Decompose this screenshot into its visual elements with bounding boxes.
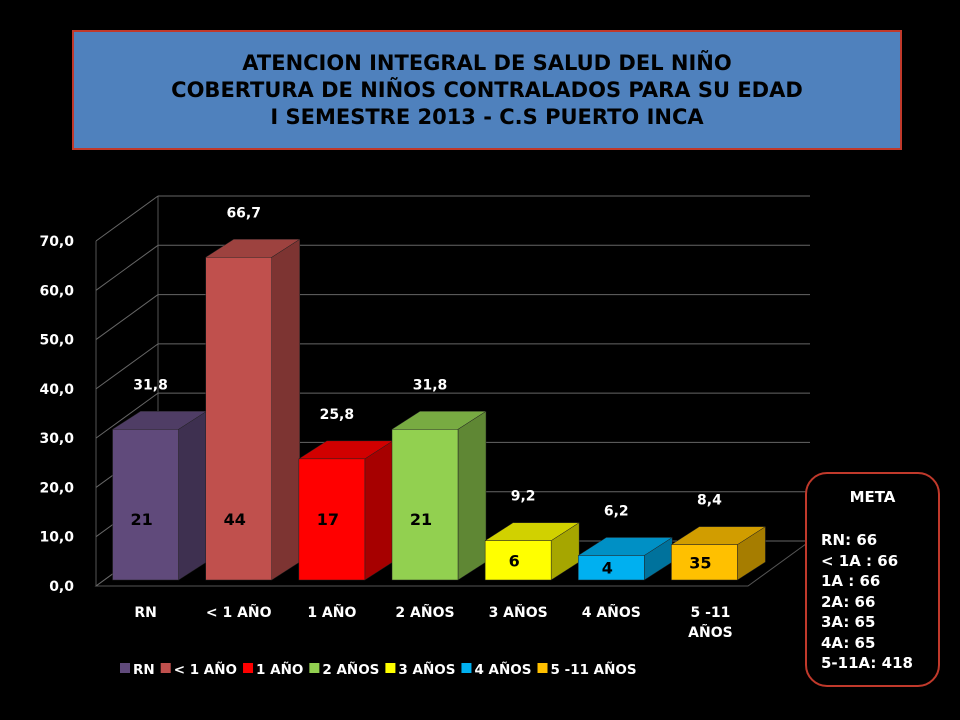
legend-label: 5 -11 AÑOS bbox=[551, 661, 637, 678]
title-line-2: COBERTURA DE NIÑOS CONTRALADOS PARA SU E… bbox=[171, 77, 803, 102]
bar bbox=[671, 544, 738, 581]
x-tick-label: 2 AÑOS bbox=[395, 604, 454, 621]
legend-label: < 1 AÑO bbox=[174, 661, 237, 678]
legend-label: 1 AÑO bbox=[256, 661, 303, 678]
y-tick-label: 10,0 bbox=[39, 530, 74, 546]
x-tick-label: RN bbox=[134, 605, 157, 621]
legend-swatch bbox=[385, 663, 396, 673]
x-tick-label: 1 AÑO bbox=[307, 604, 356, 621]
bar bbox=[391, 429, 459, 581]
bar bbox=[112, 429, 179, 581]
legend-swatch bbox=[160, 663, 171, 673]
count-label: 4 bbox=[602, 559, 613, 578]
title-line-3: I SEMESTRE 2013 - C.S PUERTO INCA bbox=[270, 104, 704, 129]
x-tick-label: 5 -11 bbox=[690, 605, 730, 621]
legend-swatch bbox=[243, 663, 254, 673]
bar-side bbox=[364, 440, 394, 581]
gridline-side bbox=[95, 343, 159, 390]
meta-item: 1A : 66 bbox=[821, 572, 881, 590]
legend-swatch bbox=[120, 663, 130, 673]
bar-side bbox=[178, 410, 207, 581]
meta-title: META bbox=[849, 488, 896, 506]
legend-swatch bbox=[461, 663, 472, 673]
meta-item: RN: 66 bbox=[821, 531, 878, 549]
data-label: 66,7 bbox=[226, 205, 261, 221]
meta-item: < 1A : 66 bbox=[821, 551, 899, 570]
count-label: 44 bbox=[224, 510, 246, 529]
count-label: 21 bbox=[410, 510, 432, 529]
data-label: 9,2 bbox=[511, 489, 536, 505]
y-tick-label: 40,0 bbox=[39, 382, 74, 398]
y-tick-label: 30,0 bbox=[39, 431, 74, 447]
gridline-side bbox=[95, 294, 159, 340]
meta-item: 3A: 65 bbox=[821, 613, 876, 631]
legend-label: 4 AÑOS bbox=[474, 661, 531, 678]
count-label: 35 bbox=[689, 553, 711, 572]
data-label: 8,4 bbox=[697, 493, 722, 509]
legend-label: 3 AÑOS bbox=[398, 661, 455, 678]
meta-box: META RN: 66 < 1A : 66 1A : 66 2A: 66 3A:… bbox=[805, 472, 940, 687]
meta-item: 5-11A: 418 bbox=[821, 654, 913, 672]
bar bbox=[578, 555, 645, 581]
title-line-1: ATENCION INTEGRAL DE SALUD DEL NIÑO bbox=[242, 50, 732, 75]
meta-item: 2A: 66 bbox=[821, 592, 876, 611]
x-tick-label: 3 AÑOS bbox=[489, 604, 548, 621]
y-tick-label: 70,0 bbox=[39, 234, 74, 250]
count-label: 21 bbox=[130, 510, 152, 529]
bar bbox=[484, 540, 552, 581]
x-tick-label: 4 AÑOS bbox=[582, 604, 641, 621]
gridline-side bbox=[95, 195, 159, 242]
gridline-side bbox=[95, 244, 159, 291]
meta-list: RN: 66 < 1A : 66 1A : 66 2A: 66 3A: 65 4… bbox=[821, 530, 913, 674]
data-label: 25,8 bbox=[320, 407, 355, 423]
y-tick-label: 50,0 bbox=[39, 333, 74, 349]
count-label: 6 bbox=[509, 551, 520, 570]
bar-side bbox=[457, 410, 487, 581]
legend-label: 2 AÑOS bbox=[322, 661, 379, 678]
data-label: 31,8 bbox=[413, 377, 448, 393]
data-label: 6,2 bbox=[604, 503, 629, 519]
data-label: 31,8 bbox=[133, 377, 168, 393]
x-tick-label: AÑOS bbox=[688, 624, 733, 641]
meta-item: 4A: 65 bbox=[821, 633, 876, 652]
gridline-side bbox=[95, 392, 159, 439]
count-label: 17 bbox=[317, 510, 339, 529]
y-tick-label: 20,0 bbox=[39, 480, 74, 496]
legend-label: RN bbox=[133, 662, 155, 678]
bar-side bbox=[271, 238, 300, 581]
chart-title-box: ATENCION INTEGRAL DE SALUD DEL NIÑO COBE… bbox=[72, 30, 902, 150]
bar bbox=[298, 458, 366, 581]
legend-swatch bbox=[537, 663, 548, 673]
y-tick-label: 60,0 bbox=[39, 283, 74, 299]
legend-swatch bbox=[309, 663, 320, 673]
y-tick-label: 0,0 bbox=[49, 579, 74, 595]
x-tick-label: < 1 AÑO bbox=[206, 604, 272, 621]
bar bbox=[205, 257, 272, 581]
